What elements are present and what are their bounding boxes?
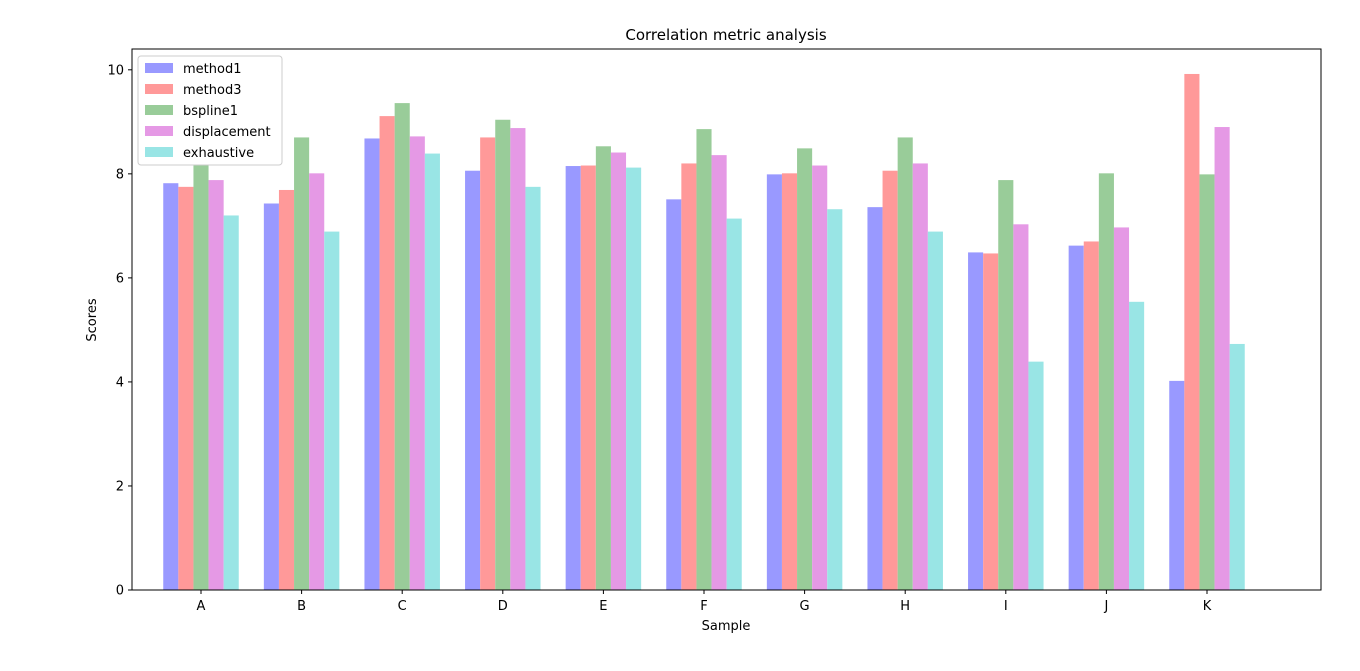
legend-label-displacement: displacement — [183, 125, 271, 140]
bar-bspline1-E — [595, 146, 611, 590]
x-tick-label: K — [1203, 599, 1212, 614]
bar-bspline1-H — [897, 137, 913, 590]
legend: method1 method3 bspline1 displacement exhaus… — [137, 55, 283, 166]
legend-swatch-method1 — [145, 63, 173, 73]
bar-method1-A — [163, 183, 179, 590]
bar-method3-C — [379, 116, 395, 590]
bar-exhaustive-F — [726, 218, 742, 590]
x-tick-label: C — [398, 599, 407, 614]
bar-method3-A — [178, 186, 194, 590]
bar-method1-H — [867, 207, 883, 590]
x-tick-label: J — [1103, 599, 1108, 614]
bar-exhaustive-G — [827, 209, 843, 590]
x-tick-label: D — [498, 599, 508, 614]
bar-method1-I — [968, 252, 984, 590]
bar-bspline1-I — [998, 180, 1014, 590]
bar-bspline1-C — [394, 103, 410, 590]
y-axis: 0 2 4 6 8 10 — [107, 63, 132, 599]
bar-bspline1-F — [696, 129, 712, 591]
bar-method3-K — [1184, 73, 1200, 591]
bar-method3-B — [278, 189, 295, 590]
y-tick-label: 8 — [116, 167, 124, 182]
bar-exhaustive-J — [1129, 301, 1145, 590]
bar-method1-C — [364, 138, 380, 590]
bar-method1-B — [263, 203, 279, 590]
bar-exhaustive-C — [424, 153, 440, 590]
legend-box — [137, 55, 283, 166]
chart-title: Correlation metric analysis — [625, 26, 826, 44]
legend-label-method3: method3 — [183, 83, 241, 98]
bar-displacement-H — [912, 163, 928, 590]
bar-displacement-C — [409, 136, 425, 590]
bar-exhaustive-E — [626, 167, 642, 590]
y-tick-label: 10 — [107, 63, 124, 78]
bar-method1-E — [565, 166, 581, 591]
bar-displacement-E — [610, 152, 627, 590]
legend-label-exhaustive: exhaustive — [183, 146, 254, 161]
x-tick-label: G — [800, 599, 810, 614]
x-tick-label: H — [900, 599, 910, 614]
x-tick-label: A — [197, 599, 206, 614]
bar-method3-F — [681, 163, 697, 590]
bar-method3-D — [480, 137, 496, 590]
x-tick-label: F — [700, 599, 707, 614]
bar-method3-H — [882, 170, 898, 590]
x-tick-label: E — [599, 599, 607, 614]
bar-exhaustive-D — [525, 186, 541, 590]
y-tick-label: 4 — [116, 375, 124, 390]
legend-swatch-bspline1 — [145, 105, 173, 115]
y-tick-label: 0 — [116, 584, 124, 599]
x-axis-title: Sample — [702, 619, 751, 634]
bar-method1-F — [666, 199, 682, 590]
legend-label-bspline1: bspline1 — [183, 104, 238, 119]
bar-method3-G — [781, 173, 798, 590]
bars-group — [163, 73, 1245, 591]
legend-swatch-method3 — [145, 84, 173, 94]
bar-method3-I — [983, 253, 999, 590]
y-axis-title: Scores — [85, 298, 100, 341]
bar-method1-D — [465, 170, 481, 590]
bar-method3-E — [580, 165, 596, 590]
bar-exhaustive-H — [927, 231, 943, 590]
bar-bspline1-B — [294, 137, 310, 590]
bar-displacement-D — [510, 128, 526, 590]
bar-exhaustive-A — [223, 215, 239, 590]
y-tick-label: 6 — [116, 271, 124, 286]
bar-method1-G — [766, 174, 782, 590]
bar-displacement-A — [208, 180, 224, 590]
bar-method3-J — [1083, 241, 1099, 590]
x-tick-label: I — [1004, 599, 1008, 614]
bar-bspline1-A — [193, 164, 209, 591]
bar-displacement-F — [711, 155, 727, 590]
bar-displacement-G — [812, 165, 828, 590]
bar-displacement-I — [1013, 224, 1029, 591]
bar-exhaustive-B — [324, 231, 340, 590]
bar-displacement-J — [1113, 227, 1130, 590]
x-axis: A B C D E F G H I J K — [197, 590, 1212, 614]
plot-frame — [131, 48, 1322, 591]
legend-swatch-exhaustive — [145, 147, 173, 157]
bar-bspline1-D — [495, 119, 511, 590]
y-tick-label: 2 — [116, 479, 124, 494]
bar-exhaustive-I — [1028, 361, 1044, 590]
bar-displacement-B — [309, 173, 325, 590]
x-tick-label: B — [297, 599, 306, 614]
bar-bspline1-J — [1098, 173, 1114, 590]
legend-swatch-displacement — [145, 126, 173, 136]
bar-method1-K — [1169, 380, 1185, 590]
bar-exhaustive-K — [1229, 343, 1245, 590]
legend-label-method1: method1 — [183, 62, 241, 77]
bar-bspline1-K — [1199, 174, 1215, 590]
bar-displacement-K — [1214, 127, 1230, 590]
bar-bspline1-G — [797, 148, 813, 591]
bar-method1-J — [1068, 245, 1084, 590]
